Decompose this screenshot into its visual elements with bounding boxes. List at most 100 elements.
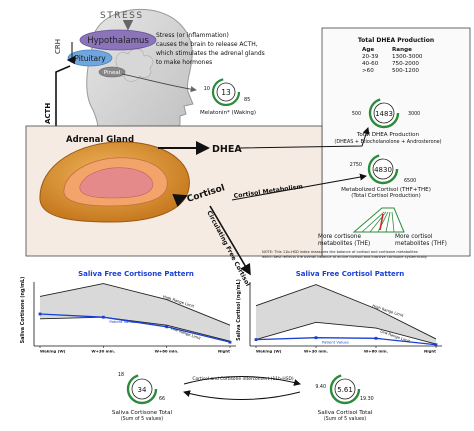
crh-arrow-icon	[66, 42, 76, 65]
dhea-table-cell: 1300-3000	[392, 54, 423, 60]
dhea-table-cell: 750-2000	[392, 61, 419, 67]
balance-right-label: More cortisol	[395, 234, 433, 240]
patient-values-label: Patient Values	[109, 319, 136, 324]
circulating-arrow-icon	[209, 205, 251, 276]
x-tick-label: Night	[424, 349, 436, 354]
metabolized-sublabel: (Total Cortisol Production)	[351, 193, 420, 199]
interconvert-arrow-icon	[183, 376, 301, 386]
dhea-to-gauge-arrow-icon	[239, 127, 370, 149]
cortisol-total-high: 19.30	[360, 396, 374, 402]
cortisol-total-value: 5.61	[337, 386, 353, 394]
cortisone-total-high: 66	[159, 396, 165, 402]
pituitary: Pituitary	[67, 49, 113, 67]
dhea-table-title: Total DHEA Production	[358, 37, 434, 44]
cortisol-arrow-icon	[172, 193, 188, 207]
patient-value-point	[38, 312, 42, 316]
cortisone-chart: Saliva Free Cortisone Pattern Saliva Cor…	[20, 270, 236, 354]
cortisone-total-value: 34	[138, 386, 147, 394]
interconvert-label: Cortisol and Cortisone interconvert (11b…	[192, 376, 293, 382]
cortisone-total-low: 18	[118, 372, 124, 378]
dhea-gauge: 1483 500 3000 Total DHEA Production (DHE…	[334, 97, 442, 145]
saliva-cortisol-gauge: 5.61 9.40 19.30 Saliva Cortisol Total (S…	[315, 373, 374, 422]
dhea-table-cell: 40-60	[362, 61, 379, 67]
patient-value-point	[228, 340, 232, 344]
patient-value-point	[314, 336, 318, 340]
cortisol-balance-gauge	[352, 207, 405, 233]
cortisol-chart: Saliva Free Cortisol Pattern Saliva Cort…	[236, 270, 442, 354]
melatonin-label: Melatonin* (Waking)	[200, 110, 256, 116]
metabolized-value: 4830	[374, 166, 392, 174]
dhea-table-header-range: Range	[392, 47, 412, 53]
patient-value-point	[434, 343, 438, 347]
balance-left-label: metabolites (THE)	[318, 241, 370, 247]
hypothalamus: Hypothalamus	[79, 29, 157, 51]
chart-ylabel: Saliva Cortisone (ng/mL)	[20, 277, 26, 344]
x-tick-label: W+60 min.	[155, 349, 179, 354]
normal-range-band	[256, 284, 436, 345]
x-tick-label: W+60 min.	[364, 349, 388, 354]
metabolized-cortisol-gauge: 4830 2750 6500 Metabolized Cortisol (THF…	[341, 153, 431, 199]
dhea-gauge-high: 3000	[408, 111, 420, 117]
patient-values-label: Patient Values	[322, 340, 349, 345]
melatonin-value: 13	[221, 88, 231, 97]
patient-value-point	[374, 336, 378, 340]
balance-left-label: More cortisone	[318, 234, 361, 240]
melatonin-high: 85	[244, 97, 250, 103]
brain-description: Stress (or inflammation) causes the brai…	[156, 32, 265, 66]
pineal-to-melatonin-arrow-icon	[121, 73, 197, 93]
dhea-gauge-label: Total DHEA Production	[356, 132, 420, 138]
note-text: NOTE: This 11b-HSD index measures the ba…	[262, 250, 418, 254]
dhea-table-header-age: Age	[362, 47, 374, 53]
dhea-label: DHEA	[212, 144, 242, 155]
metabolized-high: 6500	[404, 178, 416, 184]
hypothalamus-label: Hypothalamus	[87, 36, 149, 46]
dhea-gauge-low: 500	[352, 111, 361, 117]
patient-values-line	[255, 337, 437, 346]
chart-title: Saliva Free Cortisone Pattern	[78, 270, 194, 278]
cortisone-total-label: Saliva Cortisone Total	[112, 410, 173, 416]
patient-value-point	[101, 315, 105, 319]
metabolized-label: Metabolized Cortisol (THF+THE)	[341, 187, 431, 193]
cortisol-total-low: 9.40	[315, 384, 326, 390]
patient-value-point	[254, 338, 258, 341]
pituitary-label: Pituitary	[74, 54, 106, 63]
adrenal-gland-label: Adrenal Gland	[66, 135, 134, 145]
saliva-cortisone-gauge: 34 18 66 Saliva Cortisone Total (Sum of …	[112, 372, 173, 422]
low-range-line	[39, 316, 231, 342]
adrenal-gland-illustration	[39, 141, 190, 223]
acth-label: ACTH	[44, 103, 52, 124]
normal-range-band	[40, 283, 230, 342]
high-range-line	[39, 283, 231, 326]
cortisol-total-label: Saliva Cortisol Total	[318, 410, 373, 416]
x-tick-label: Night	[218, 349, 230, 354]
low-range-line	[255, 321, 437, 345]
high-range-line	[255, 284, 437, 340]
dhea-table-cell: 500-1200	[392, 68, 419, 74]
description-line: which stimulates the adrenal glands	[156, 50, 265, 57]
metabolism-arrow-icon	[231, 173, 367, 201]
chart-ylabel: Saliva Cortisol (ng/mL)	[236, 279, 242, 341]
melatonin-low: 10	[204, 86, 210, 92]
x-tick-label: Waking (W)	[256, 349, 282, 354]
patient-value-point	[165, 325, 169, 329]
description-line: causes the brain to release ACTH,	[156, 41, 258, 48]
patient-values-line	[39, 313, 231, 343]
pineal: Pineal	[98, 66, 126, 78]
dhea-gauge-value: 1483	[375, 110, 393, 118]
x-tick-label: W+30 min.	[304, 349, 328, 354]
crh-label: CRH	[54, 39, 62, 54]
stress-label: STRESS	[100, 11, 144, 21]
balance-right-label: metabolites (THF)	[395, 241, 447, 247]
description-line: to make hormones	[156, 59, 212, 66]
description-line: Stress (or inflammation)	[156, 32, 229, 39]
x-tick-label: Waking (W)	[40, 349, 66, 354]
interconversion-arrows: Cortisol and Cortisone interconvert (11b…	[183, 376, 301, 400]
x-tick-label: W+30 min.	[91, 349, 115, 354]
dhea-table-cell: 20-39	[362, 54, 379, 60]
pineal-label: Pineal	[104, 70, 121, 76]
cortisol-total-sublabel: (Sum of 5 values)	[324, 416, 366, 422]
cortisone-total-sublabel: (Sum of 5 values)	[121, 416, 163, 422]
metabolized-low: 2750	[350, 162, 362, 168]
